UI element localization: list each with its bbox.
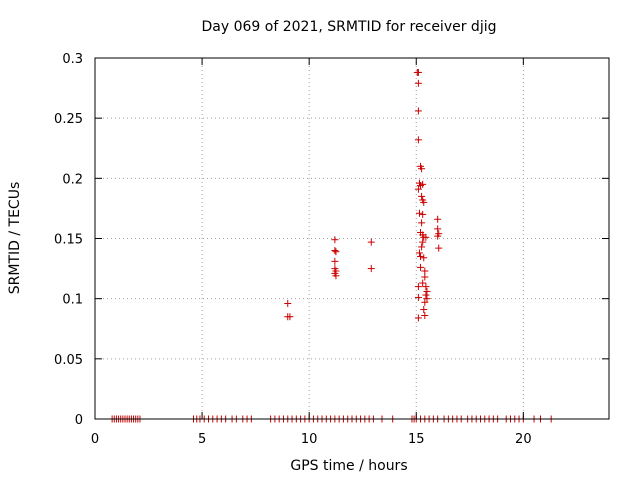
data-point	[414, 283, 422, 291]
data-point	[420, 198, 428, 206]
data-point	[414, 293, 422, 301]
data-point	[421, 267, 429, 275]
x-axis-label: GPS time / hours	[290, 458, 407, 474]
axis-ticks	[94, 57, 609, 420]
data-point	[435, 244, 443, 252]
y-tick-label: 0.25	[54, 112, 83, 127]
data-point	[414, 314, 422, 322]
x-tick-label: 20	[515, 432, 532, 447]
x-tick-labels: 0 5 10 15 20	[91, 432, 532, 447]
y-tick-labels: 0 0.05 0.1 0.15 0.2 0.25 0.3	[54, 52, 83, 428]
data-point	[422, 283, 430, 291]
data-point	[421, 312, 429, 320]
data-point	[286, 313, 294, 321]
data-point	[415, 209, 423, 217]
data-point	[418, 219, 426, 227]
data-point	[331, 257, 339, 265]
data-point	[414, 68, 422, 76]
x-tick-label: 0	[91, 432, 99, 447]
data-point	[367, 238, 375, 246]
y-axis-label: SRMTID / TECUs	[7, 182, 23, 295]
chart-title: Day 069 of 2021, SRMTID for receiver dji…	[202, 19, 497, 35]
data-point	[421, 273, 429, 281]
data-point	[421, 298, 429, 306]
data-point	[420, 305, 428, 313]
data-point	[331, 247, 339, 255]
y-tick-label: 0.15	[54, 233, 83, 248]
y-tick-label: 0	[75, 413, 83, 428]
data-point	[422, 291, 430, 299]
y-tick-label: 0.2	[62, 172, 83, 187]
data-point	[417, 263, 425, 271]
data-point	[331, 236, 339, 244]
data-point	[419, 279, 427, 287]
data-point	[434, 225, 442, 233]
data-point	[415, 249, 423, 257]
y-tick-label: 0.1	[62, 293, 83, 308]
data-point	[414, 79, 422, 87]
data-point	[284, 299, 292, 307]
data-point	[419, 180, 427, 188]
data-point	[418, 243, 426, 251]
data-point	[367, 265, 375, 273]
y-tick-label: 0.3	[62, 52, 83, 67]
data-point	[414, 185, 422, 193]
data-point	[423, 287, 431, 295]
y-tick-label: 0.05	[54, 353, 83, 368]
data-point	[423, 295, 431, 303]
data-point	[434, 232, 442, 240]
data-point	[418, 165, 426, 173]
data-points	[108, 68, 555, 423]
data-point	[414, 107, 422, 115]
data-point	[434, 215, 442, 223]
data-point	[420, 254, 428, 262]
data-point	[332, 248, 340, 256]
data-point	[422, 233, 430, 241]
data-point	[419, 210, 427, 218]
data-point	[419, 238, 427, 246]
data-point	[414, 136, 422, 144]
data-point	[418, 192, 426, 200]
grid-lines	[95, 58, 609, 419]
x-tick-label: 10	[301, 432, 318, 447]
data-point	[417, 253, 425, 261]
x-tick-label: 5	[198, 432, 206, 447]
x-tick-label: 15	[408, 432, 425, 447]
data-point	[332, 272, 340, 280]
